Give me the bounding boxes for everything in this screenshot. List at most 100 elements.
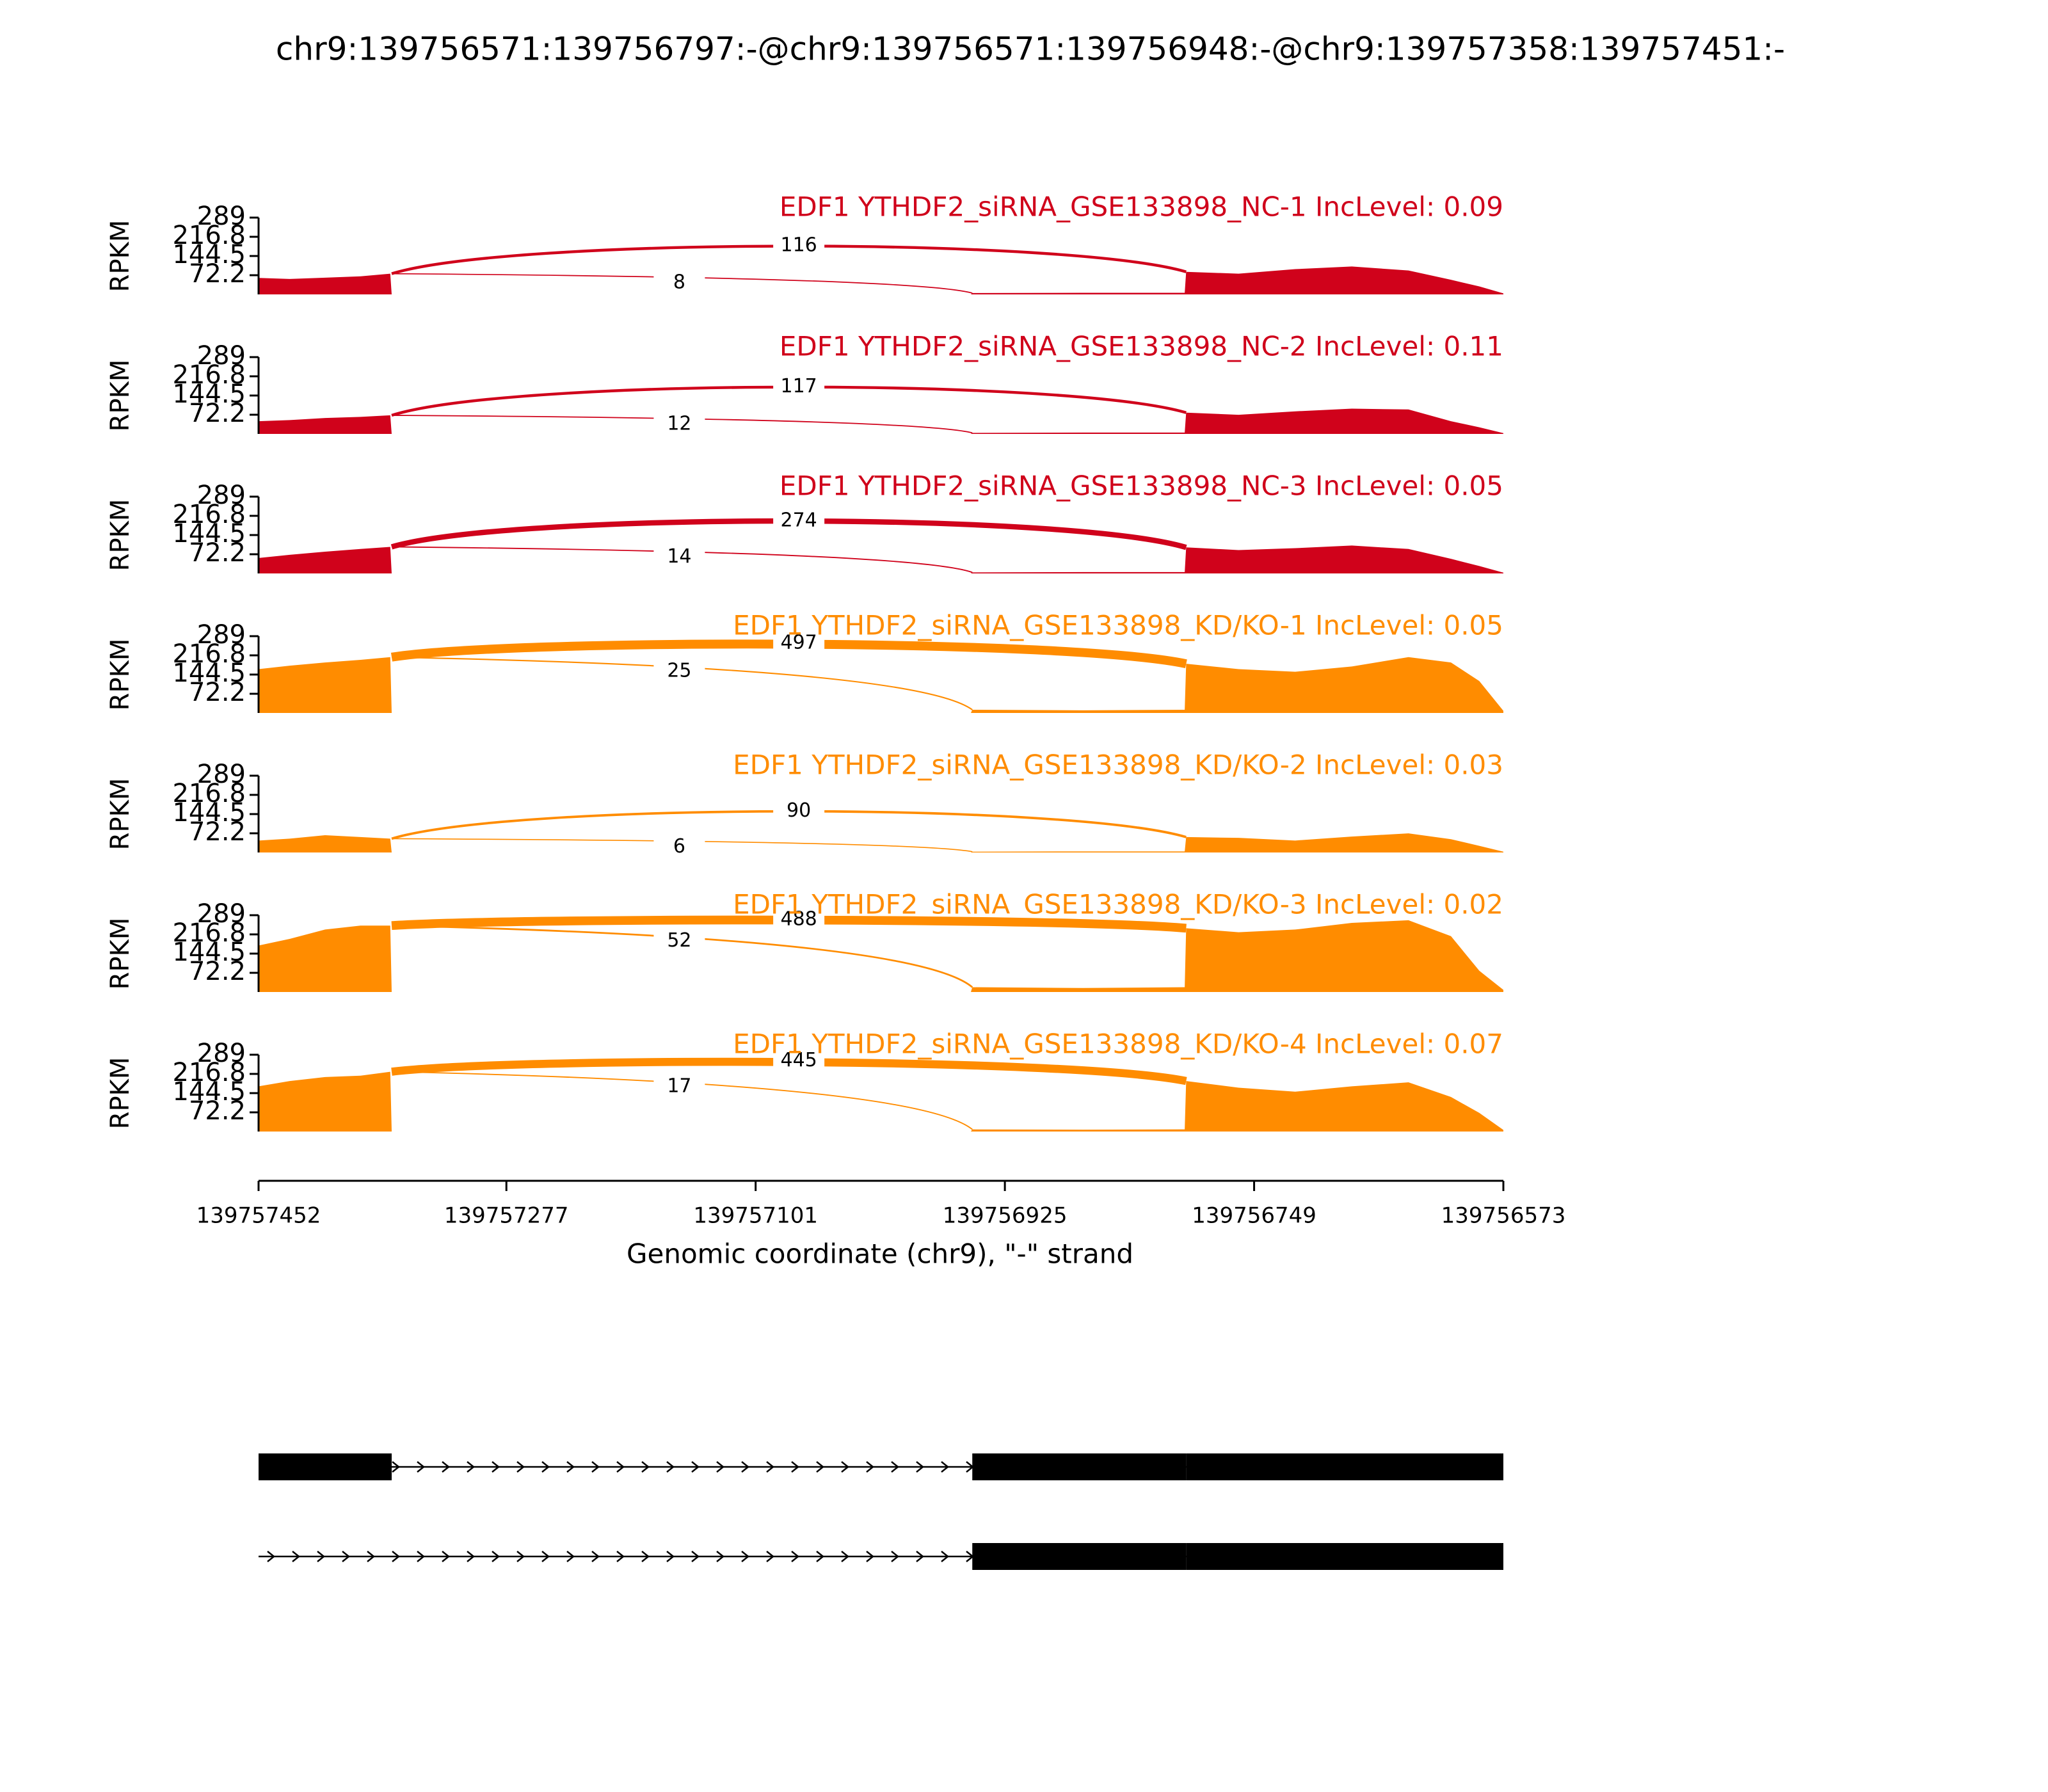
- strand-arrow: [392, 1461, 401, 1473]
- y-axis-label: RPKM: [106, 778, 135, 851]
- exon: [259, 1453, 392, 1480]
- strand-arrow: [866, 1461, 875, 1473]
- junction-label: 17: [667, 1075, 691, 1098]
- strand-arrow: [342, 1551, 351, 1562]
- junction-label: 274: [780, 509, 817, 531]
- strand-arrow: [442, 1461, 451, 1473]
- exon: [972, 1543, 1187, 1570]
- strand-arrow: [891, 1551, 900, 1562]
- panel-label: EDF1 YTHDF2_siRNA_GSE133898_NC-2 IncLeve…: [780, 331, 1503, 362]
- junction-label: 90: [787, 799, 811, 822]
- junction-arc: [391, 1071, 973, 1130]
- strand-arrow: [566, 1461, 575, 1473]
- junction-label-bg: [653, 928, 705, 954]
- y-tick-label: 72.2: [189, 678, 246, 707]
- strand-arrow: [766, 1551, 775, 1562]
- strand-arrow: [716, 1551, 725, 1562]
- strand-arrow: [591, 1551, 600, 1562]
- strand-arrow: [941, 1461, 950, 1473]
- strand-arrow: [841, 1461, 850, 1473]
- strand-arrow: [516, 1551, 525, 1562]
- y-tick-label: 72.2: [189, 1096, 246, 1126]
- junction-label: 6: [673, 835, 685, 858]
- y-tick-label: 144.5: [172, 659, 246, 688]
- y-tick-label: 144.5: [172, 240, 246, 269]
- coverage-area: [259, 657, 1503, 713]
- strand-arrow: [516, 1461, 525, 1473]
- junction-label: 25: [667, 660, 691, 682]
- strand-arrow: [866, 1551, 875, 1562]
- y-tick-label: 144.5: [172, 380, 246, 409]
- strand-arrow: [367, 1551, 376, 1562]
- strand-arrow: [716, 1461, 725, 1473]
- x-tick-label: 139756925: [943, 1203, 1068, 1229]
- strand-arrow: [941, 1551, 950, 1562]
- y-tick-label: 144.5: [172, 798, 246, 828]
- x-tick-label: 139757277: [444, 1203, 569, 1229]
- y-axis-label: RPKM: [106, 360, 135, 432]
- strand-arrow: [816, 1461, 825, 1473]
- y-axis-label: RPKM: [106, 1057, 135, 1130]
- panel-label: EDF1 YTHDF2_siRNA_GSE133898_NC-3 IncLeve…: [780, 470, 1503, 502]
- junction-label-bg: [653, 544, 705, 570]
- strand-arrow: [492, 1461, 500, 1473]
- junction-label: 14: [667, 545, 691, 568]
- y-tick-label: 144.5: [172, 938, 246, 967]
- x-tick-label: 139756749: [1192, 1203, 1316, 1229]
- junction-label: 52: [667, 929, 691, 952]
- coverage-area: [259, 266, 1503, 294]
- strand-arrow: [442, 1551, 451, 1562]
- strand-arrow: [741, 1461, 750, 1473]
- junction-arc: [391, 273, 973, 294]
- strand-arrow: [691, 1551, 700, 1562]
- junction-label-bg: [773, 907, 825, 933]
- junction-label-bg: [653, 412, 705, 438]
- y-tick-label: 216.8: [172, 639, 246, 669]
- junction-arc: [391, 924, 973, 988]
- junction-label-bg: [653, 1074, 705, 1100]
- junction-label-bg: [773, 798, 825, 824]
- junction-label-bg: [773, 630, 825, 657]
- strand-arrow: [666, 1551, 675, 1562]
- y-tick-label: 289: [197, 202, 246, 231]
- junction-arc: [391, 415, 973, 434]
- y-tick-label: 72.2: [189, 817, 246, 847]
- x-axis-label: Genomic coordinate (chr9), "-" strand: [627, 1238, 1133, 1270]
- y-tick-label: 289: [197, 1039, 246, 1068]
- y-tick-label: 216.8: [172, 1058, 246, 1087]
- panel-label: EDF1 YTHDF2_siRNA_GSE133898_KD/KO-3 IncL…: [733, 889, 1503, 920]
- strand-arrow: [267, 1551, 276, 1562]
- y-tick-label: 289: [197, 341, 246, 371]
- strand-arrow: [766, 1461, 775, 1473]
- strand-arrow: [841, 1551, 850, 1562]
- strand-arrow: [741, 1551, 750, 1562]
- strand-arrow: [616, 1461, 625, 1473]
- panel-label: EDF1 YTHDF2_siRNA_GSE133898_KD/KO-2 IncL…: [733, 749, 1503, 781]
- y-tick-label: 72.2: [189, 259, 246, 289]
- coverage-area: [259, 920, 1503, 992]
- y-tick-label: 216.8: [172, 221, 246, 250]
- strand-arrow: [467, 1461, 476, 1473]
- strand-arrow: [666, 1461, 675, 1473]
- y-tick-label: 144.5: [172, 519, 246, 548]
- strand-arrow: [641, 1551, 650, 1562]
- strand-arrow: [541, 1461, 550, 1473]
- y-axis-label: RPKM: [106, 639, 135, 711]
- y-tick-label: 216.8: [172, 360, 246, 390]
- junction-label-bg: [653, 834, 705, 860]
- y-tick-label: 289: [197, 760, 246, 789]
- strand-arrow: [392, 1551, 401, 1562]
- panel-label: EDF1 YTHDF2_siRNA_GSE133898_KD/KO-1 IncL…: [733, 610, 1503, 641]
- junction-label-bg: [653, 270, 705, 296]
- strand-arrow: [791, 1461, 800, 1473]
- y-tick-label: 289: [197, 481, 246, 510]
- x-tick-label: 139757452: [196, 1203, 321, 1229]
- y-tick-label: 216.8: [172, 918, 246, 948]
- strand-arrow: [916, 1551, 925, 1562]
- junction-label: 497: [780, 632, 817, 654]
- junction-label-bg: [773, 1048, 825, 1074]
- strand-arrow: [616, 1551, 625, 1562]
- panel-label: EDF1 YTHDF2_siRNA_GSE133898_KD/KO-4 IncL…: [733, 1028, 1503, 1060]
